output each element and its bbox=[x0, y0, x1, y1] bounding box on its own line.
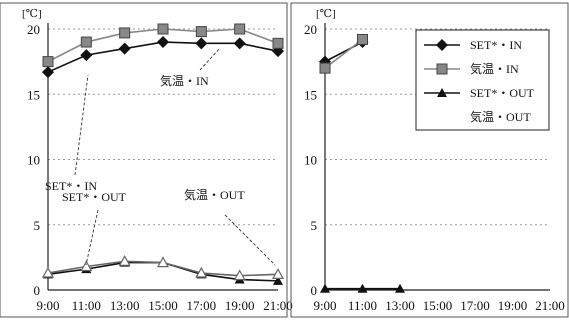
panel-frame bbox=[290, 2, 569, 318]
legend-label: SET*・IN bbox=[470, 38, 522, 52]
annotation-arrow bbox=[199, 47, 221, 71]
data-point bbox=[157, 23, 169, 35]
data-point bbox=[118, 255, 131, 266]
right-chart: 0 5 10 15 20 [℃] 9:00 11:00 13:00 15:00 17:00 19:00… bbox=[290, 2, 569, 318]
x-tick-label: 9:00 bbox=[313, 298, 336, 313]
annotation-arrow bbox=[74, 74, 89, 176]
data-point bbox=[42, 56, 54, 68]
y-tick-label: 0 bbox=[34, 283, 41, 298]
data-point bbox=[195, 26, 207, 38]
data-point bbox=[320, 283, 330, 293]
data-point bbox=[118, 42, 131, 55]
x-tick-label: 9:00 bbox=[36, 298, 59, 313]
y-unit-label: [℃] bbox=[22, 8, 42, 20]
data-point bbox=[42, 66, 54, 79]
y-tick-label: 5 bbox=[311, 218, 318, 233]
x-tick-label: 11:00 bbox=[348, 298, 377, 313]
data-point bbox=[80, 36, 92, 48]
annotation-arrow bbox=[85, 209, 99, 266]
series-line bbox=[324, 41, 363, 63]
legend-label: 気温・OUT bbox=[470, 109, 531, 124]
x-tick-label: 19:00 bbox=[225, 298, 255, 313]
annotation-arrow bbox=[224, 214, 276, 266]
data-point bbox=[234, 23, 246, 35]
y-tick-label: 5 bbox=[34, 218, 41, 233]
data-point bbox=[357, 33, 368, 45]
left-chart: 0 5 10 15 20 [℃] 9:00 11:00 13:00 15:00 17:00 19:00… bbox=[0, 2, 293, 318]
data-point bbox=[80, 49, 93, 62]
data-point bbox=[195, 37, 208, 50]
legend-label: SET*・OUT bbox=[470, 86, 535, 100]
legend-marker bbox=[437, 88, 447, 97]
x-tick-label: 11:00 bbox=[72, 298, 101, 313]
x-tick-label: 21:00 bbox=[263, 298, 293, 313]
data-point bbox=[41, 266, 55, 278]
x-tick-label: 21:00 bbox=[535, 298, 565, 313]
x-tick-label: 17:00 bbox=[460, 298, 490, 313]
y-tick-label: 15 bbox=[27, 87, 40, 102]
x-tick-label: 15:00 bbox=[148, 298, 178, 313]
annotation-label: SET*・OUT bbox=[62, 190, 127, 204]
x-tick-label: 19:00 bbox=[498, 298, 528, 313]
y-tick-label: 10 bbox=[304, 153, 317, 168]
series-line bbox=[324, 38, 363, 69]
data-point bbox=[80, 260, 93, 272]
data-point bbox=[271, 268, 285, 279]
data-point bbox=[195, 266, 208, 278]
y-tick-label: 20 bbox=[27, 22, 40, 37]
annotation-label: 気温・IN bbox=[160, 73, 209, 88]
y-tick-label: 0 bbox=[311, 283, 318, 298]
data-point bbox=[273, 275, 283, 285]
data-point bbox=[357, 283, 368, 293]
data-point bbox=[119, 27, 131, 39]
y-tick-label: 10 bbox=[27, 153, 40, 168]
x-tick-label: 15:00 bbox=[423, 298, 453, 313]
y-tick-label: 15 bbox=[304, 87, 317, 102]
x-tick-label: 13:00 bbox=[110, 298, 140, 313]
x-tick-label: 17:00 bbox=[187, 298, 217, 313]
y-tick-label: 20 bbox=[304, 22, 317, 37]
legend-label: 気温・IN bbox=[470, 61, 519, 76]
annotation-label: SET*・IN bbox=[45, 179, 97, 193]
data-point bbox=[395, 283, 405, 293]
panel-frame bbox=[0, 2, 288, 318]
annotation-label: 気温・OUT bbox=[184, 187, 245, 202]
data-point bbox=[233, 37, 246, 50]
y-unit-label: [℃] bbox=[316, 8, 336, 20]
data-point bbox=[233, 269, 246, 281]
legend-marker bbox=[436, 63, 448, 75]
data-point bbox=[319, 62, 331, 74]
legend-marker bbox=[436, 39, 448, 51]
data-point bbox=[272, 37, 284, 49]
data-point bbox=[157, 36, 169, 49]
data-point bbox=[156, 256, 170, 268]
x-tick-label: 13:00 bbox=[385, 298, 415, 313]
